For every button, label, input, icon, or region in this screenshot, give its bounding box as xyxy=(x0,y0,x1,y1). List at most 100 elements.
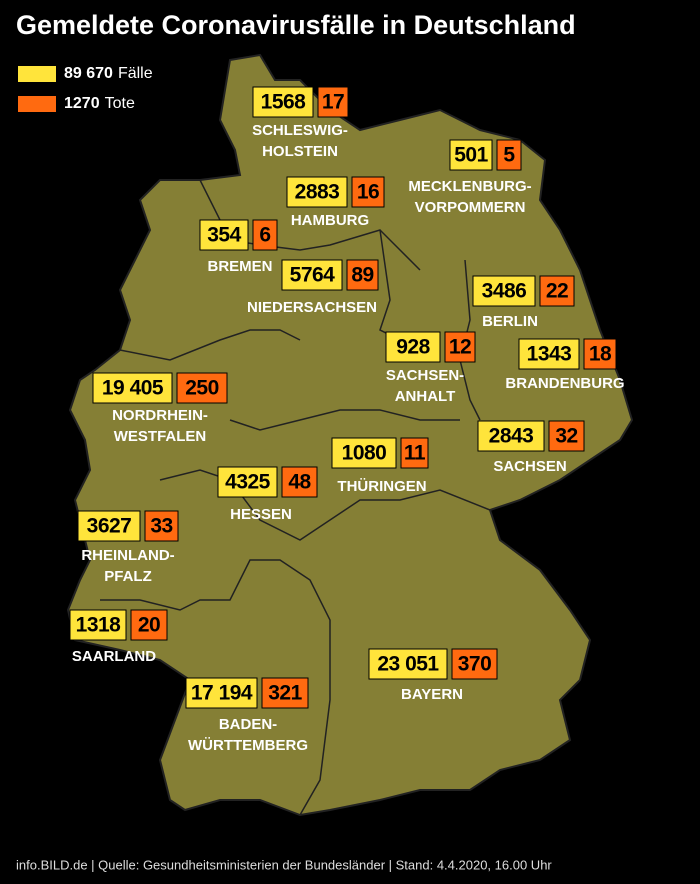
cases-box xyxy=(331,437,397,469)
cases-box xyxy=(199,219,249,251)
cases-box xyxy=(385,331,441,363)
title: Gemeldete Coronavirusfälle in Deutschlan… xyxy=(16,10,576,40)
state: 501 5 MECKLENBURG- VORPOMMERN xyxy=(408,139,532,216)
deaths-box xyxy=(583,338,617,370)
cases-box xyxy=(518,338,580,370)
state: 23 051 370 BAYERN xyxy=(368,648,498,703)
deaths-value: 18 xyxy=(589,343,612,366)
state-name: NORDRHEIN- xyxy=(112,407,208,424)
cases-value: 23 051 xyxy=(377,653,439,676)
state-name: WÜRTTEMBERG xyxy=(188,737,308,754)
deaths-box xyxy=(451,648,498,680)
state-name: WESTFALEN xyxy=(114,428,207,445)
cases-value: 1343 xyxy=(527,343,572,366)
deaths-value: 89 xyxy=(351,264,373,287)
state-name: SACHSEN- xyxy=(386,367,464,384)
legend-value: 89 670 xyxy=(64,65,113,82)
deaths-value: 12 xyxy=(449,336,471,359)
deaths-box xyxy=(252,219,278,251)
cases-value: 1318 xyxy=(76,614,122,637)
state-name: ANHALT xyxy=(395,388,456,405)
deaths-box xyxy=(176,372,228,404)
cases-value: 2883 xyxy=(295,181,340,204)
state-name: RHEINLAND- xyxy=(81,547,174,564)
cases-value: 1080 xyxy=(342,442,387,465)
deaths-box xyxy=(317,86,349,118)
deaths-box xyxy=(496,139,522,171)
legend-label: Fälle xyxy=(118,65,153,82)
state-name: BREMEN xyxy=(207,258,272,275)
cases-box xyxy=(252,86,314,118)
state-name: BRANDENBURG xyxy=(505,375,624,392)
cases-box xyxy=(281,259,343,291)
cases-box xyxy=(449,139,493,171)
state-name: BERLIN xyxy=(482,313,538,330)
cases-value: 3486 xyxy=(482,280,527,303)
deaths-value: 20 xyxy=(138,614,160,637)
deaths-box xyxy=(261,677,309,709)
state: 3486 22 BERLIN xyxy=(472,275,575,330)
state: 928 12 SACHSEN- ANHALT xyxy=(385,331,476,405)
cases-value: 1568 xyxy=(261,91,307,114)
deaths-box xyxy=(539,275,575,307)
cases-value: 5764 xyxy=(290,264,336,287)
deaths-box xyxy=(346,259,379,291)
state-name: MECKLENBURG- xyxy=(408,178,531,195)
state-name: PFALZ xyxy=(104,568,152,585)
state: 1568 17 SCHLESWIG- HOLSTEIN xyxy=(252,86,349,160)
cases-box xyxy=(185,677,258,709)
state-name: VORPOMMERN xyxy=(415,199,526,216)
cases-box xyxy=(477,420,545,452)
cases-value: 3627 xyxy=(87,515,132,538)
deaths-box xyxy=(400,437,429,469)
state-name: THÜRINGEN xyxy=(337,478,426,495)
state-name: HOLSTEIN xyxy=(262,143,338,160)
deaths-value: 33 xyxy=(150,515,172,538)
cases-value: 928 xyxy=(396,336,430,359)
legend-value: 1270 xyxy=(64,95,100,112)
cases-value: 17 194 xyxy=(191,682,253,705)
deaths-value: 48 xyxy=(288,471,311,494)
state: 5764 89 NIEDERSACHSEN xyxy=(247,259,379,316)
cases-box xyxy=(92,372,173,404)
deaths-box xyxy=(444,331,476,363)
state-name: SACHSEN xyxy=(493,458,566,475)
cases-box xyxy=(217,466,278,498)
deaths-value: 6 xyxy=(259,224,270,247)
deaths-value: 22 xyxy=(546,280,568,303)
cases-box xyxy=(286,176,348,208)
cases-value: 4325 xyxy=(225,471,271,494)
deaths-box xyxy=(548,420,585,452)
state: 2883 16 HAMBURG xyxy=(286,176,385,229)
deaths-box xyxy=(281,466,318,498)
state-name: BADEN- xyxy=(219,716,277,733)
state: 1343 18 BRANDENBURG xyxy=(505,338,625,392)
deaths-box xyxy=(351,176,385,208)
cases-box xyxy=(472,275,536,307)
cases-value: 354 xyxy=(207,224,241,247)
deaths-value: 16 xyxy=(357,181,379,204)
footer: info.BILD.de | Quelle: Gesundheitsminist… xyxy=(16,857,552,872)
cases-value: 2843 xyxy=(489,425,534,448)
state: 1318 20 SAARLAND xyxy=(69,609,168,665)
state-borders xyxy=(100,179,491,816)
state: 17 194 321 BADEN- WÜRTTEMBERG xyxy=(185,677,309,754)
cases-box xyxy=(77,510,141,542)
deaths-value: 250 xyxy=(185,377,219,400)
cases-value: 19 405 xyxy=(102,377,164,400)
legend-text: 89 670 Fälle xyxy=(64,65,153,82)
cases-box xyxy=(69,609,127,641)
state: 354 6 BREMEN xyxy=(199,219,278,275)
deaths-value: 321 xyxy=(268,682,302,705)
legend-text: 1270 Tote xyxy=(64,95,135,112)
deaths-value: 11 xyxy=(404,442,426,465)
deaths-box xyxy=(130,609,168,641)
cases-box xyxy=(368,648,448,680)
legend-label: Tote xyxy=(105,95,135,112)
deaths-value: 370 xyxy=(458,653,492,676)
state-name: BAYERN xyxy=(401,686,463,703)
state: 19 405 250 NORDRHEIN- WESTFALEN xyxy=(92,372,228,445)
state-name: SCHLESWIG- xyxy=(252,122,348,139)
cases-value: 501 xyxy=(454,144,488,167)
